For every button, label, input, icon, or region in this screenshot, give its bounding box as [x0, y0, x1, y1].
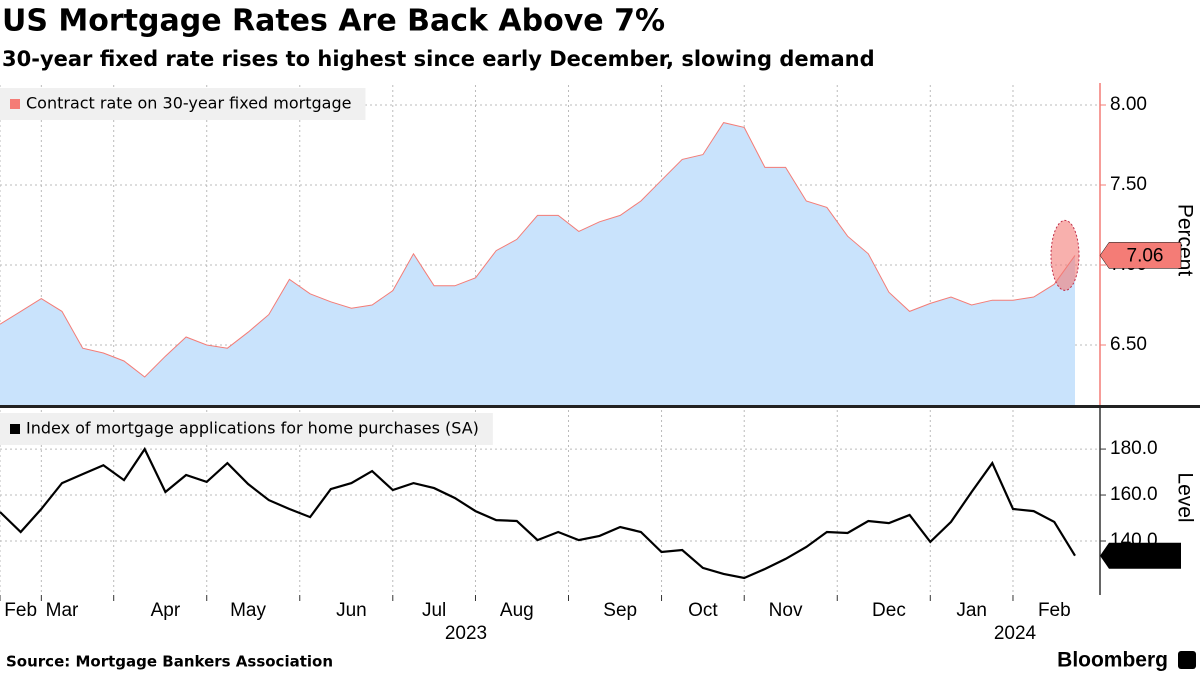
x-tick-label: Oct	[688, 600, 718, 621]
x-tick-label: Nov	[769, 600, 803, 621]
brand-icon	[1178, 651, 1196, 669]
x-tick-label: Jun	[336, 600, 367, 621]
x-tick-label: Jan	[956, 600, 987, 621]
y-tick-label: 180.0	[1110, 438, 1158, 459]
x-tick-label: Feb	[1038, 600, 1071, 621]
year-label: 2024	[994, 623, 1037, 644]
y-tick-label: 160.0	[1110, 484, 1158, 505]
panel-separator	[0, 405, 1200, 408]
legend-label: Index of mortgage applications for home …	[26, 419, 479, 438]
x-tick-label: Jul	[422, 600, 446, 621]
legend-box	[0, 413, 493, 445]
brand: Bloomberg	[1057, 649, 1168, 672]
value-label: 7.06	[1127, 245, 1164, 266]
y-tick-label: 6.50	[1110, 334, 1147, 355]
chart-title: US Mortgage Rates Are Back Above 7%	[2, 4, 665, 39]
line	[0, 122, 1076, 378]
x-tick-label: Dec	[872, 600, 906, 621]
y-tick-label: 7.50	[1110, 174, 1147, 195]
legend-label: Contract rate on 30-year fixed mortgage	[26, 94, 351, 113]
x-tick-label: Feb	[4, 600, 37, 621]
y-axis-title: Level	[1173, 472, 1196, 522]
highlight	[1050, 219, 1080, 291]
year-label: 2023	[445, 623, 487, 644]
value-label: 133.6	[1121, 546, 1169, 567]
area	[0, 122, 1075, 405]
x-tick-label: Apr	[151, 600, 181, 621]
legend-box	[0, 88, 366, 120]
legend-swatch	[10, 99, 20, 109]
line	[0, 446, 1076, 580]
y-tick-label: 8.00	[1110, 94, 1147, 115]
chart-subtitle: 30-year fixed rate rises to highest sinc…	[2, 47, 875, 71]
x-tick-label: May	[230, 600, 266, 621]
x-tick-label: Sep	[603, 600, 637, 621]
x-tick-label: Mar	[46, 600, 79, 621]
value-tag	[1100, 542, 1181, 569]
value-tag	[1099, 242, 1182, 269]
x-tick-label: Aug	[500, 600, 534, 621]
source: Source: Mortgage Bankers Association	[6, 653, 333, 671]
legend-swatch	[10, 424, 20, 434]
